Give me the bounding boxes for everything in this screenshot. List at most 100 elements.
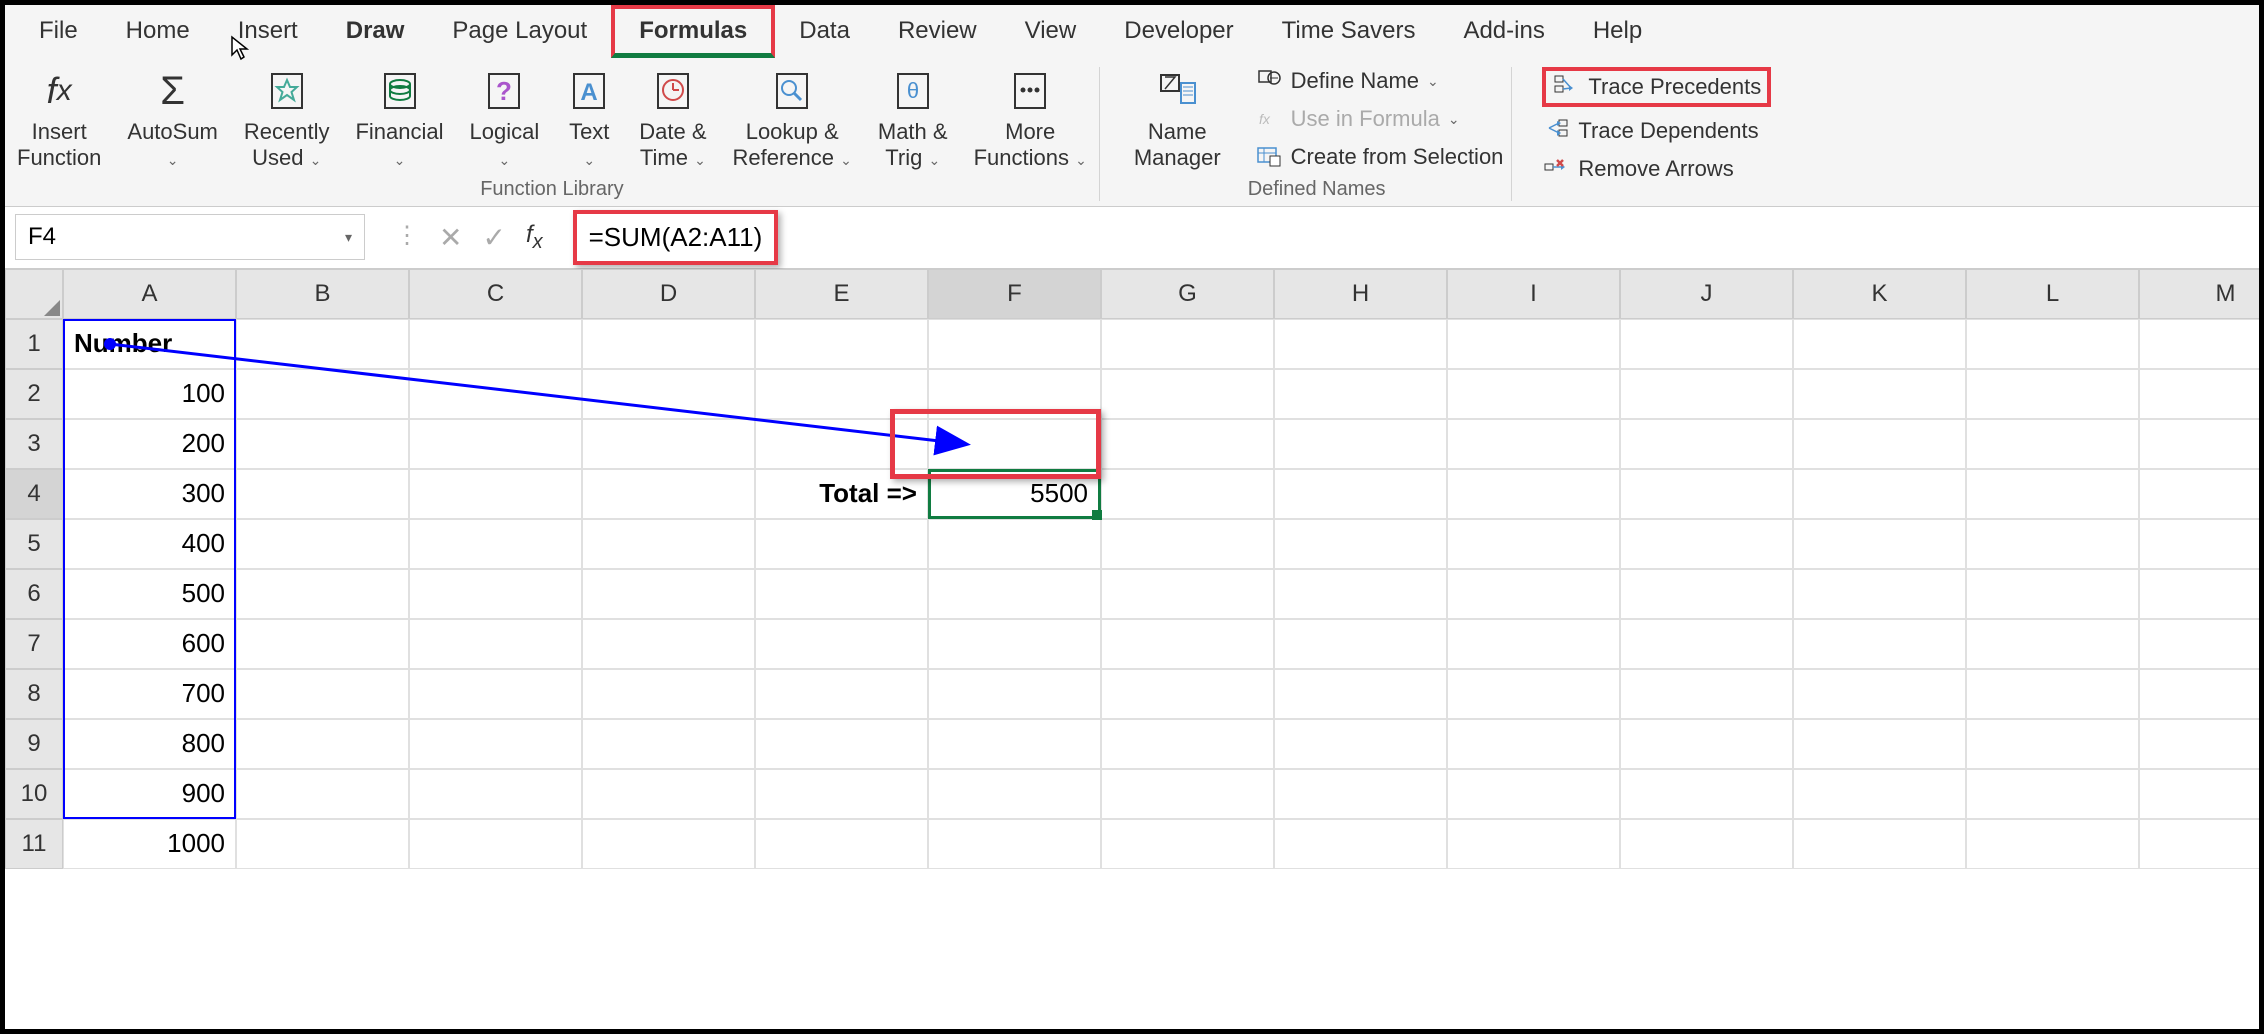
cell-J6[interactable] — [1620, 569, 1793, 619]
logical-button[interactable]: ? Logical⌄ — [466, 67, 544, 172]
cell-L5[interactable] — [1966, 519, 2139, 569]
cell-A9[interactable]: 800 — [63, 719, 236, 769]
select-all-corner[interactable] — [5, 269, 63, 319]
cell-B4[interactable] — [236, 469, 409, 519]
cell-C6[interactable] — [409, 569, 582, 619]
row-header-2[interactable]: 2 — [5, 369, 63, 419]
cell-B1[interactable] — [236, 319, 409, 369]
cell-F5[interactable] — [928, 519, 1101, 569]
cell-M8[interactable] — [2139, 669, 2259, 719]
cell-J10[interactable] — [1620, 769, 1793, 819]
cell-J8[interactable] — [1620, 669, 1793, 719]
cell-G6[interactable] — [1101, 569, 1274, 619]
cell-J5[interactable] — [1620, 519, 1793, 569]
cell-A11[interactable]: 1000 — [63, 819, 236, 869]
cell-G9[interactable] — [1101, 719, 1274, 769]
math-trig-button[interactable]: θ Math &Trig ⌄ — [874, 67, 952, 172]
col-header-B[interactable]: B — [236, 269, 409, 319]
cell-G4[interactable] — [1101, 469, 1274, 519]
cell-J2[interactable] — [1620, 369, 1793, 419]
col-header-I[interactable]: I — [1447, 269, 1620, 319]
date-time-button[interactable]: Date &Time ⌄ — [635, 67, 710, 172]
cell-D3[interactable] — [582, 419, 755, 469]
cell-F2[interactable] — [928, 369, 1101, 419]
recently-used-button[interactable]: RecentlyUsed ⌄ — [240, 67, 334, 172]
cell-B7[interactable] — [236, 619, 409, 669]
cell-I3[interactable] — [1447, 419, 1620, 469]
cell-A3[interactable]: 200 — [63, 419, 236, 469]
cell-K2[interactable] — [1793, 369, 1966, 419]
cell-M1[interactable] — [2139, 319, 2259, 369]
cell-B11[interactable] — [236, 819, 409, 869]
row-header-8[interactable]: 8 — [5, 669, 63, 719]
formula-fx-icon[interactable]: fx — [526, 221, 543, 254]
name-box-dropdown-icon[interactable]: ▾ — [345, 229, 352, 246]
cell-H11[interactable] — [1274, 819, 1447, 869]
cell-D7[interactable] — [582, 619, 755, 669]
cell-K4[interactable] — [1793, 469, 1966, 519]
row-header-7[interactable]: 7 — [5, 619, 63, 669]
cell-E11[interactable] — [755, 819, 928, 869]
col-header-K[interactable]: K — [1793, 269, 1966, 319]
cell-B10[interactable] — [236, 769, 409, 819]
name-box[interactable]: F4 ▾ — [15, 214, 365, 260]
row-header-5[interactable]: 5 — [5, 519, 63, 569]
cell-E6[interactable] — [755, 569, 928, 619]
lookup-reference-button[interactable]: Lookup &Reference ⌄ — [729, 67, 856, 172]
cell-K7[interactable] — [1793, 619, 1966, 669]
cell-I1[interactable] — [1447, 319, 1620, 369]
cell-L9[interactable] — [1966, 719, 2139, 769]
cell-D2[interactable] — [582, 369, 755, 419]
col-header-C[interactable]: C — [409, 269, 582, 319]
cell-B8[interactable] — [236, 669, 409, 719]
cell-C4[interactable] — [409, 469, 582, 519]
cell-C7[interactable] — [409, 619, 582, 669]
cell-C3[interactable] — [409, 419, 582, 469]
cell-C8[interactable] — [409, 669, 582, 719]
cell-D1[interactable] — [582, 319, 755, 369]
cell-A8[interactable]: 700 — [63, 669, 236, 719]
cell-L10[interactable] — [1966, 769, 2139, 819]
cell-K1[interactable] — [1793, 319, 1966, 369]
menu-data[interactable]: Data — [775, 9, 874, 53]
row-header-4[interactable]: 4 — [5, 469, 63, 519]
cell-A1[interactable]: Number — [63, 319, 236, 369]
cell-E3[interactable] — [755, 419, 928, 469]
cell-L11[interactable] — [1966, 819, 2139, 869]
cell-H2[interactable] — [1274, 369, 1447, 419]
cell-B5[interactable] — [236, 519, 409, 569]
create-from-selection-button[interactable]: Create from Selection — [1255, 143, 1504, 171]
cell-L6[interactable] — [1966, 569, 2139, 619]
col-header-M[interactable]: M — [2139, 269, 2259, 319]
cell-F1[interactable] — [928, 319, 1101, 369]
cell-I2[interactable] — [1447, 369, 1620, 419]
cell-D9[interactable] — [582, 719, 755, 769]
cell-I7[interactable] — [1447, 619, 1620, 669]
cell-F3[interactable] — [928, 419, 1101, 469]
cell-B2[interactable] — [236, 369, 409, 419]
col-header-A[interactable]: A — [63, 269, 236, 319]
cell-H9[interactable] — [1274, 719, 1447, 769]
cell-F6[interactable] — [928, 569, 1101, 619]
col-header-H[interactable]: H — [1274, 269, 1447, 319]
cell-C9[interactable] — [409, 719, 582, 769]
cell-M5[interactable] — [2139, 519, 2259, 569]
cell-H8[interactable] — [1274, 669, 1447, 719]
cell-F9[interactable] — [928, 719, 1101, 769]
cell-B3[interactable] — [236, 419, 409, 469]
cell-C11[interactable] — [409, 819, 582, 869]
cell-B9[interactable] — [236, 719, 409, 769]
cell-K9[interactable] — [1793, 719, 1966, 769]
cell-H10[interactable] — [1274, 769, 1447, 819]
cell-H5[interactable] — [1274, 519, 1447, 569]
cell-I4[interactable] — [1447, 469, 1620, 519]
cell-K11[interactable] — [1793, 819, 1966, 869]
name-manager-button[interactable]: NameManager — [1130, 67, 1225, 172]
cell-M11[interactable] — [2139, 819, 2259, 869]
financial-button[interactable]: Financial⌄ — [351, 67, 447, 172]
cell-I9[interactable] — [1447, 719, 1620, 769]
cell-L3[interactable] — [1966, 419, 2139, 469]
row-header-3[interactable]: 3 — [5, 419, 63, 469]
col-header-F[interactable]: F — [928, 269, 1101, 319]
cell-D6[interactable] — [582, 569, 755, 619]
